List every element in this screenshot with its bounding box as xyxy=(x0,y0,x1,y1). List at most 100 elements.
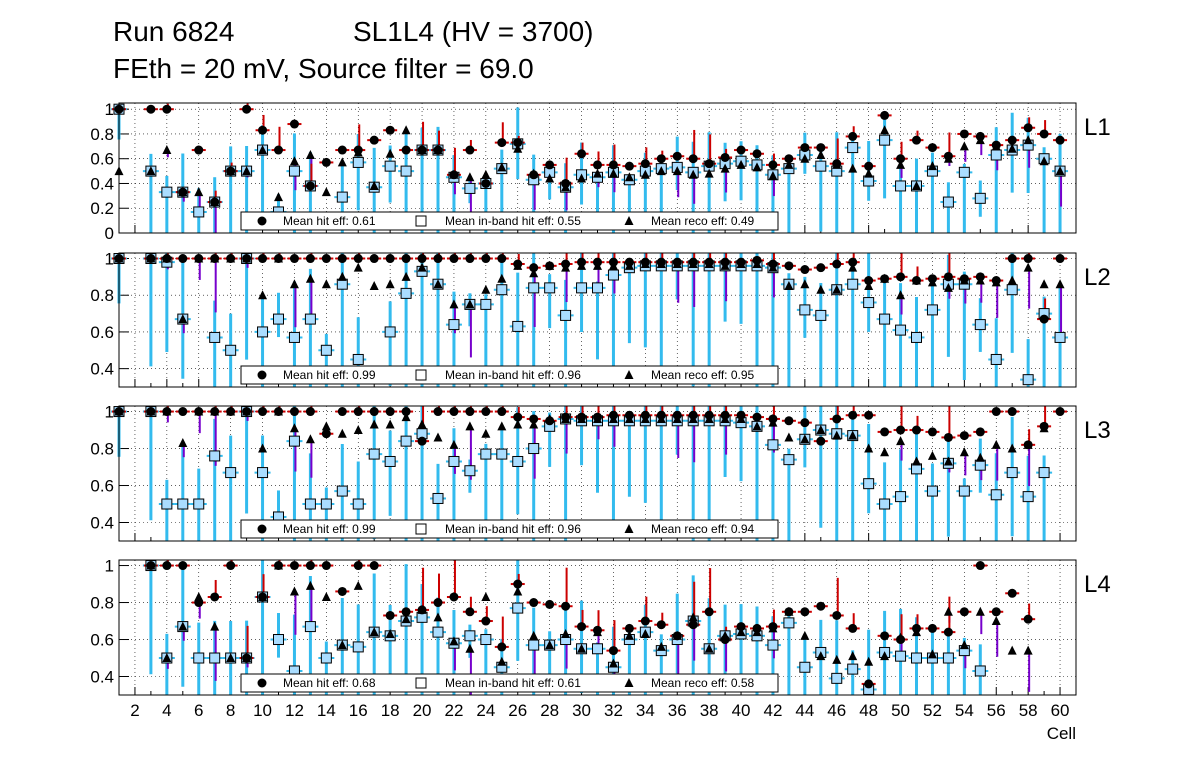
reco-point xyxy=(385,628,395,638)
hit-point xyxy=(1007,588,1017,598)
hit-point xyxy=(608,160,618,170)
hit-point xyxy=(1007,135,1017,145)
legend-inband-text: Mean in-band hit eff: 0.55 xyxy=(445,214,581,228)
hit-point xyxy=(768,622,778,632)
reco-point xyxy=(864,656,874,666)
x-tick-label: 52 xyxy=(923,701,942,720)
y-tick-label: 0.6 xyxy=(90,323,114,342)
hit-point xyxy=(289,561,299,571)
hit-point xyxy=(943,627,953,637)
hit-point xyxy=(593,412,602,422)
hit-point xyxy=(305,181,315,191)
hit-point xyxy=(640,257,650,267)
reco-point xyxy=(353,262,363,272)
hit-point xyxy=(991,607,1001,617)
reco-point xyxy=(162,653,172,663)
panel-l1: 0 0.2 0.4 0.6 0.8 1 L1 Mean hit eff: 0.61 Mean i… xyxy=(90,100,1110,243)
layer-label: L1 xyxy=(1084,114,1111,141)
reco-point xyxy=(321,279,331,289)
hit-point xyxy=(1039,129,1049,139)
run-title: Run 6824 xyxy=(113,16,235,47)
hit-point xyxy=(369,561,379,571)
inband-point xyxy=(974,665,986,677)
reco-point xyxy=(545,640,555,650)
reco-point xyxy=(529,419,539,429)
reco-point xyxy=(816,651,826,661)
hit-point xyxy=(353,145,363,155)
hit-point xyxy=(274,407,283,417)
reco-point xyxy=(289,586,299,596)
hit-point xyxy=(289,254,299,264)
inband-point xyxy=(480,634,492,646)
hit-point xyxy=(848,623,858,633)
x-tick-label: 42 xyxy=(763,701,782,720)
inband-point xyxy=(799,304,811,316)
hit-point xyxy=(385,125,395,135)
hit-point xyxy=(337,407,347,417)
inband-point xyxy=(1006,467,1018,479)
inband-point xyxy=(320,652,332,664)
reco-point xyxy=(353,580,363,590)
hit-point xyxy=(720,635,730,645)
reco-point xyxy=(608,658,618,668)
reco-point xyxy=(1039,279,1049,289)
inband-point xyxy=(767,639,779,651)
inband-point xyxy=(225,467,237,479)
inband-point xyxy=(432,626,444,638)
inband-point xyxy=(926,304,938,316)
panel-frame xyxy=(118,102,1077,234)
hit-point xyxy=(688,410,698,420)
hit-point xyxy=(449,592,459,602)
reco-point xyxy=(688,169,698,179)
hit-point xyxy=(258,254,268,264)
x-tick-label: 16 xyxy=(349,701,368,720)
hit-point xyxy=(497,138,507,148)
y-tick-label: 1 xyxy=(105,250,114,269)
inband-point xyxy=(895,491,907,503)
hit-point xyxy=(1039,314,1049,324)
hit-point xyxy=(226,561,236,571)
inband-point xyxy=(1022,491,1034,503)
x-tick-label: 32 xyxy=(604,701,623,720)
hit-point xyxy=(513,412,523,422)
hit-point xyxy=(975,561,985,571)
x-tick-label: 20 xyxy=(413,701,432,720)
hit-point xyxy=(194,145,204,155)
layer-label: L4 xyxy=(1084,571,1111,598)
reco-point xyxy=(417,262,427,272)
settings-title: FEth = 20 mV, Source filter = 69.0 xyxy=(113,53,534,84)
inband-point xyxy=(783,454,795,466)
hit-point xyxy=(194,254,204,264)
hit-point xyxy=(927,274,937,284)
y-tick-label: 0.4 xyxy=(90,360,114,379)
legend-box xyxy=(240,673,779,693)
hit-point xyxy=(226,407,236,417)
inband-point xyxy=(352,353,364,365)
legend-hit-marker xyxy=(257,370,267,380)
reco-point xyxy=(832,284,842,294)
reco-point xyxy=(577,643,587,653)
x-tick-label: 50 xyxy=(891,701,910,720)
reco-point xyxy=(1007,443,1017,453)
inband-point xyxy=(368,448,380,460)
hit-point xyxy=(146,561,156,571)
hit-point xyxy=(545,261,555,271)
legend-reco-text: Mean reco eff: 0.49 xyxy=(651,214,755,228)
reco-point xyxy=(577,173,587,183)
x-tick-label: 38 xyxy=(700,701,719,720)
hit-point xyxy=(146,407,156,417)
hit-point xyxy=(449,254,459,264)
hit-point xyxy=(210,197,220,207)
reco-point xyxy=(274,192,283,202)
layer-label: L3 xyxy=(1084,417,1111,444)
hit-point xyxy=(816,601,826,611)
hit-point xyxy=(497,254,507,264)
inband-point xyxy=(1054,331,1066,343)
hit-point xyxy=(242,653,252,663)
hit-point xyxy=(848,131,858,141)
x-tick-label: 54 xyxy=(955,701,974,720)
hit-point xyxy=(146,104,156,114)
hit-point xyxy=(912,425,921,435)
x-tick-label: 8 xyxy=(226,701,235,720)
inband-point xyxy=(225,344,237,356)
